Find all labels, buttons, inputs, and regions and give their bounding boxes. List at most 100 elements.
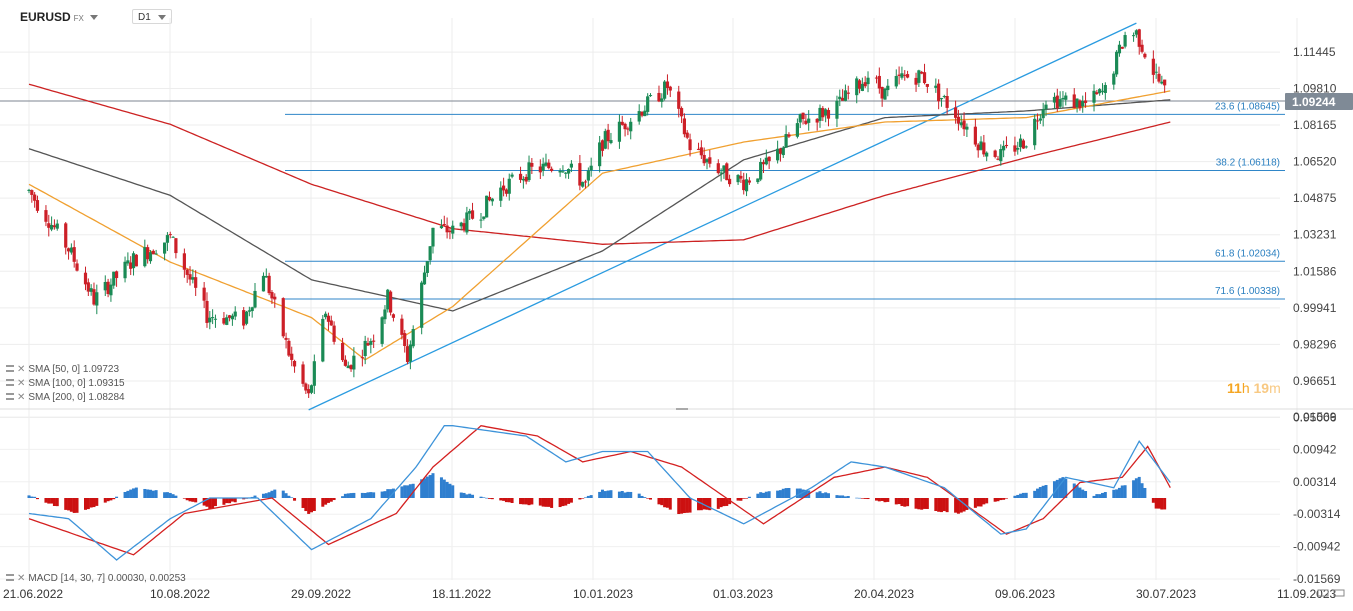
candle-body [44,210,48,222]
macd-histogram-bar [900,498,904,507]
settings-icon[interactable] [6,365,14,372]
macd-legend[interactable]: ✕ MACD [14, 30, 7] 0.00030, 0.00253 [6,573,186,584]
macd-histogram-bar [103,498,107,503]
macd-histogram-bar [824,492,828,498]
timeframe-select[interactable]: D1 [132,9,172,24]
candle-body [1143,53,1147,58]
macd-axis-label: -0.00942 [1293,540,1341,554]
candle-body [154,253,158,255]
macd-histogram-bar [598,491,602,498]
macd-histogram-bar [487,498,491,499]
candle-body [566,169,571,174]
close-icon[interactable]: ✕ [17,378,26,389]
macd-histogram-bar [1151,498,1155,503]
candle-body [807,118,811,123]
macd-histogram-bar [739,498,743,501]
macd-histogram-bar [55,498,59,507]
candle-body [742,179,746,191]
macd-histogram-bar [1101,492,1104,498]
macd-histogram-bar [1052,481,1056,498]
macd-histogram-bar [115,496,119,498]
macd-histogram-bar [499,498,503,501]
candle-body [728,178,732,185]
macd-histogram-bar [233,498,237,503]
candle-body [270,292,274,299]
candle-body [510,174,514,177]
candle-body [227,315,232,318]
close-icon[interactable]: ✕ [17,392,26,403]
sma100-legend[interactable]: ✕ SMA [100, 0] 1.09315 [6,378,125,389]
macd-line [28,425,1171,561]
symbol-selector[interactable]: EURUSD FX [20,10,98,24]
macd-histogram-bar [547,498,551,507]
candle-body [1016,148,1020,150]
candle-body [623,123,627,130]
price-axis-label: 1.03231 [1293,228,1337,242]
macd-histogram-bar [1112,489,1116,498]
macd-histogram-bar [211,498,215,509]
macd-histogram-bar [168,492,172,498]
macd-histogram-bar [708,498,712,511]
candle-body [1078,100,1082,109]
candle-body [230,315,234,320]
macd-histogram-bar [600,489,604,498]
candle-body [824,109,828,116]
macd-axis-label: 0.00942 [1293,442,1337,456]
candle-body [242,310,246,326]
candle-body [205,300,209,323]
macd-histogram-bar [84,498,87,510]
macd-histogram-bar [875,498,878,501]
candle-body [857,80,862,89]
macd-histogram-bar [109,498,113,501]
macd-histogram-bar [795,488,799,498]
macd-histogram-bar [561,498,565,507]
candle-body [174,238,178,254]
macd-histogram-bar [1038,487,1042,498]
candle-body [1154,71,1158,73]
candle-body [1117,44,1122,54]
candle-body [309,385,314,393]
settings-icon[interactable] [6,574,14,581]
close-icon[interactable]: ✕ [17,364,26,375]
candle-body [72,247,76,262]
sma200-legend[interactable]: ✕ SMA [200, 0] 1.08284 [6,392,125,403]
macd-histogram-bar [736,498,740,501]
macd-histogram-bar [64,498,68,510]
macd-histogram-bar [965,498,969,510]
candle-body [606,129,610,142]
candle-body [1024,146,1028,148]
macd-histogram-bar [425,476,429,498]
candles [27,28,1167,398]
candle-body [1013,145,1017,152]
candle-body [781,147,785,156]
settings-icon[interactable] [6,393,14,400]
candle-body [1021,140,1025,149]
candle-body [267,275,271,294]
macd-histogram-bar [589,495,593,498]
macd-histogram-bar [50,498,54,504]
macd-histogram-bar [959,498,963,513]
macd-histogram [27,473,1167,515]
close-icon[interactable]: ✕ [17,573,26,584]
macd-histogram-bar [264,493,268,498]
macd-histogram-bar [386,489,390,498]
candle-body [985,152,989,157]
candle-body [1163,79,1167,86]
candle-body [290,353,294,360]
macd-histogram-bar [1098,494,1102,498]
sma50-legend[interactable]: ✕ SMA [50, 0] 1.09723 [6,364,119,375]
macd-histogram-bar [524,498,528,505]
macd-histogram-bar [35,498,39,500]
macd-histogram-bar [1072,483,1076,498]
candle-body [934,85,938,88]
macd-histogram-bar [369,492,373,498]
macd-histogram-bar [863,498,867,499]
candle-body [583,181,588,183]
candle-body [439,226,444,229]
settings-icon[interactable] [6,379,14,386]
candle-body [699,147,703,156]
macd-histogram-bar [818,491,822,498]
macd-histogram-bar [609,490,613,498]
candle-body [801,112,805,120]
